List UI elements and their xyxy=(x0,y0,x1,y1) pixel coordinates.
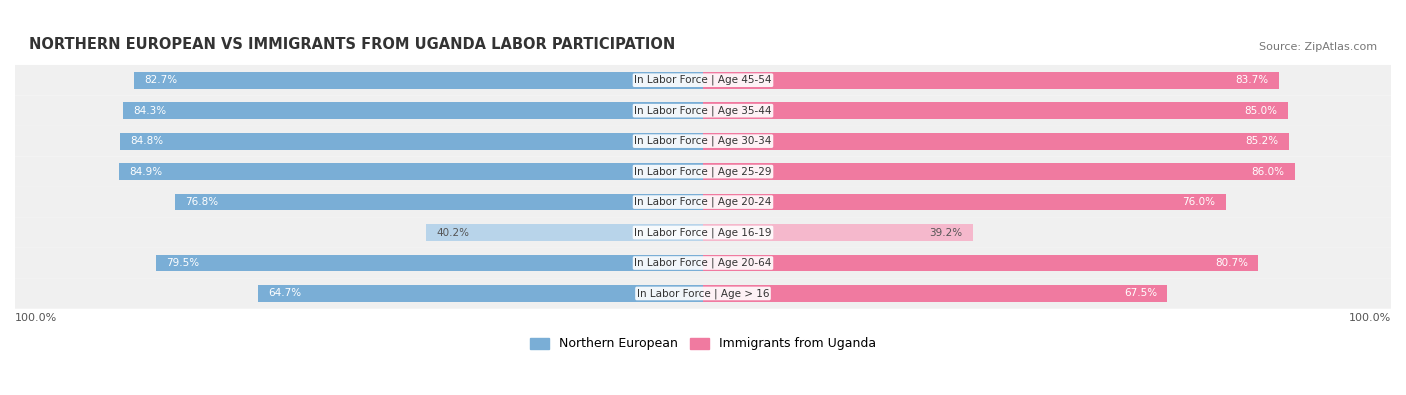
FancyBboxPatch shape xyxy=(15,248,1391,278)
Text: 83.7%: 83.7% xyxy=(1236,75,1268,85)
Text: In Labor Force | Age 20-64: In Labor Force | Age 20-64 xyxy=(634,258,772,268)
Text: 100.0%: 100.0% xyxy=(1348,313,1391,323)
Bar xyxy=(134,72,703,88)
Text: In Labor Force | Age 30-34: In Labor Force | Age 30-34 xyxy=(634,136,772,147)
Text: 84.9%: 84.9% xyxy=(129,167,162,177)
FancyBboxPatch shape xyxy=(15,187,1391,217)
Bar xyxy=(257,285,703,302)
Text: In Labor Force | Age 16-19: In Labor Force | Age 16-19 xyxy=(634,227,772,238)
Text: 76.0%: 76.0% xyxy=(1182,197,1216,207)
Text: 84.3%: 84.3% xyxy=(134,106,166,116)
Text: In Labor Force | Age > 16: In Labor Force | Age > 16 xyxy=(637,288,769,299)
Text: 39.2%: 39.2% xyxy=(929,228,962,237)
Text: Source: ZipAtlas.com: Source: ZipAtlas.com xyxy=(1260,42,1378,52)
FancyBboxPatch shape xyxy=(15,156,1391,187)
Text: 85.2%: 85.2% xyxy=(1246,136,1279,146)
Text: 76.8%: 76.8% xyxy=(186,197,218,207)
Text: 100.0%: 100.0% xyxy=(15,313,58,323)
Text: In Labor Force | Age 45-54: In Labor Force | Age 45-54 xyxy=(634,75,772,85)
Text: 85.0%: 85.0% xyxy=(1244,106,1278,116)
Text: 67.5%: 67.5% xyxy=(1123,288,1157,299)
Bar xyxy=(703,194,1226,211)
FancyBboxPatch shape xyxy=(15,65,1391,96)
FancyBboxPatch shape xyxy=(15,217,1391,248)
Bar xyxy=(156,255,703,271)
Bar xyxy=(703,224,973,241)
Text: In Labor Force | Age 20-24: In Labor Force | Age 20-24 xyxy=(634,197,772,207)
FancyBboxPatch shape xyxy=(15,126,1391,156)
Bar xyxy=(703,163,1295,180)
Legend: Northern European, Immigrants from Uganda: Northern European, Immigrants from Ugand… xyxy=(530,337,876,350)
Bar xyxy=(122,102,703,119)
Text: NORTHERN EUROPEAN VS IMMIGRANTS FROM UGANDA LABOR PARTICIPATION: NORTHERN EUROPEAN VS IMMIGRANTS FROM UGA… xyxy=(28,37,675,52)
Text: In Labor Force | Age 25-29: In Labor Force | Age 25-29 xyxy=(634,166,772,177)
Text: 82.7%: 82.7% xyxy=(145,75,177,85)
Text: In Labor Force | Age 35-44: In Labor Force | Age 35-44 xyxy=(634,105,772,116)
Bar xyxy=(703,255,1258,271)
Bar xyxy=(703,72,1279,88)
Text: 40.2%: 40.2% xyxy=(437,228,470,237)
Text: 84.8%: 84.8% xyxy=(129,136,163,146)
Bar xyxy=(703,102,1288,119)
Text: 86.0%: 86.0% xyxy=(1251,167,1284,177)
Text: 79.5%: 79.5% xyxy=(166,258,200,268)
Bar xyxy=(426,224,703,241)
Text: 64.7%: 64.7% xyxy=(269,288,301,299)
Bar xyxy=(174,194,703,211)
Bar xyxy=(120,163,703,180)
Bar xyxy=(703,285,1167,302)
FancyBboxPatch shape xyxy=(15,278,1391,309)
FancyBboxPatch shape xyxy=(15,96,1391,126)
Bar xyxy=(120,133,703,150)
Text: 80.7%: 80.7% xyxy=(1215,258,1249,268)
Bar xyxy=(703,133,1289,150)
